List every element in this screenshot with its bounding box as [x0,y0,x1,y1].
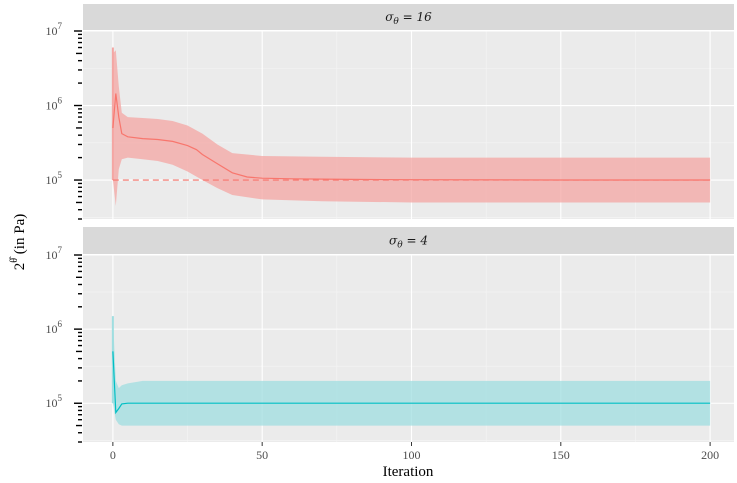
y-tick-label: 105 [46,170,63,187]
facet-strip [83,227,734,254]
facet-panel: σθ = 4 105 106 107 0 50 100 150 200 [46,227,734,462]
facet-strip-label: σθ = 16 [385,10,432,27]
y-tick-label: 107 [46,21,63,38]
y-axis-title: 2θ̂ (in Pa) [9,214,28,270]
y-tick-label: 106 [46,319,63,336]
facet-panel: σθ = 16 105 106 107 [46,4,734,220]
series-line [112,93,711,181]
x-tick-label: 150 [552,448,570,462]
x-tick-label: 0 [110,448,116,462]
y-tick-label: 107 [46,245,63,262]
series-line [112,351,711,415]
facet-panels: σθ = 16 105 106 107 σθ = 4 105 106 107 0 50 100 150… [46,4,734,462]
x-tick-label: 200 [701,448,719,462]
x-tick-label: 100 [402,448,420,462]
facet-strip [83,4,734,30]
x-axis-title: Iteration [383,464,434,480]
x-tick-label: 50 [256,448,268,462]
confidence-band [112,316,711,426]
confidence-band [112,50,711,206]
y-tick-label: 106 [46,96,63,113]
facet-strip-label: σθ = 4 [389,234,428,251]
y-tick-label: 105 [46,393,63,410]
